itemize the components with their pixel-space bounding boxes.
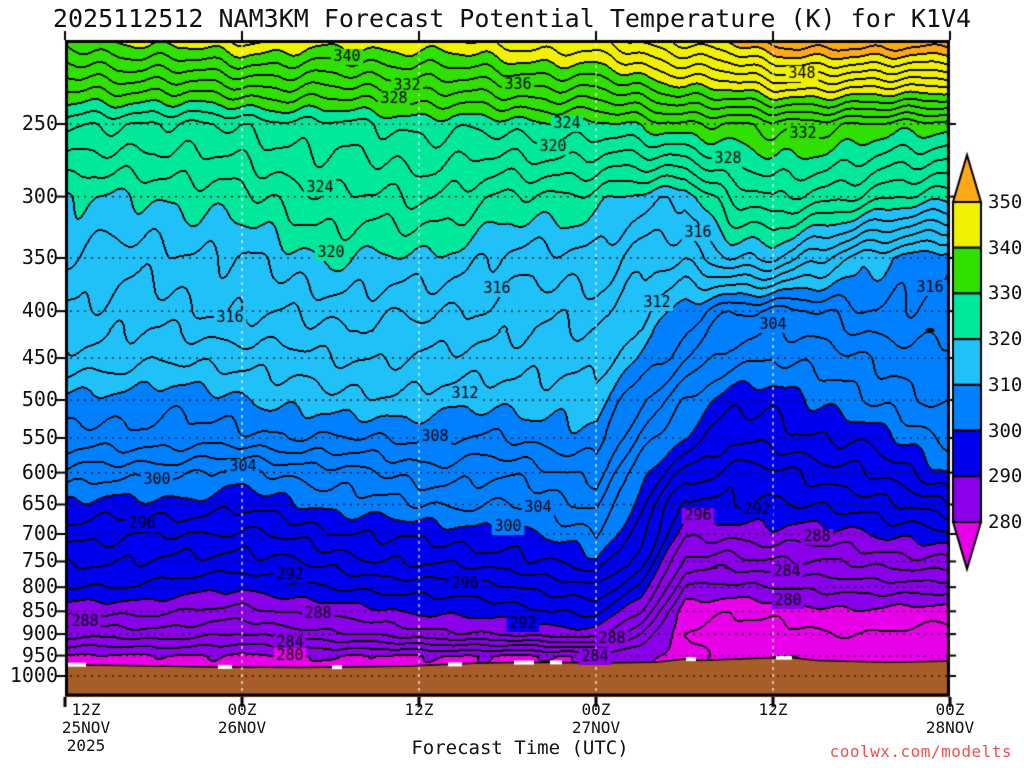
- colorbar-label: 290: [988, 465, 1023, 488]
- y-axis-label: 900: [21, 621, 58, 646]
- y-axis-label: 550: [21, 424, 58, 449]
- colorbar-label: 340: [988, 236, 1023, 259]
- y-axis-label: 400: [21, 298, 58, 323]
- y-axis-label: 450: [21, 345, 58, 370]
- watermark: coolwx.com/modelts: [829, 742, 1012, 761]
- y-axis-label: 300: [21, 183, 58, 208]
- colorbar-label: 330: [988, 282, 1023, 305]
- y-axis-label: 850: [21, 598, 58, 623]
- y-axis-label: 1000: [9, 663, 58, 688]
- y-axis-label: 650: [21, 491, 58, 516]
- y-axis-label: 800: [21, 574, 58, 599]
- y-axis-label: 700: [21, 520, 58, 545]
- x-axis-label: 00Z 26NOV: [217, 700, 267, 737]
- chart-title: 2025112512 NAM3KM Forecast Potential Tem…: [52, 4, 972, 33]
- y-axis-label: 350: [21, 244, 58, 269]
- colorbar-label: 300: [988, 419, 1023, 442]
- colorbar-label: 350: [988, 191, 1023, 213]
- x-axis-label: 00Z 28NOV: [925, 700, 975, 737]
- colorbar-label: 310: [988, 373, 1023, 396]
- colorbar-label: 280: [988, 511, 1023, 533]
- y-axis-label: 950: [21, 642, 58, 667]
- x-axis-label: 12Z: [404, 700, 434, 719]
- y-axis-label: 750: [21, 548, 58, 573]
- colorbar-label: 320: [988, 328, 1023, 351]
- x-axis-label: 12Z: [758, 700, 788, 719]
- y-axis-label: 500: [21, 387, 58, 411]
- y-axis-label: 600: [21, 459, 58, 484]
- y-axis-label: 250: [21, 111, 58, 135]
- x-axis-label: 12Z 25NOV 2025: [61, 700, 111, 755]
- x-axis-title: Forecast Time (UTC): [411, 737, 629, 759]
- x-axis-label: 00Z 27NOV: [571, 700, 621, 737]
